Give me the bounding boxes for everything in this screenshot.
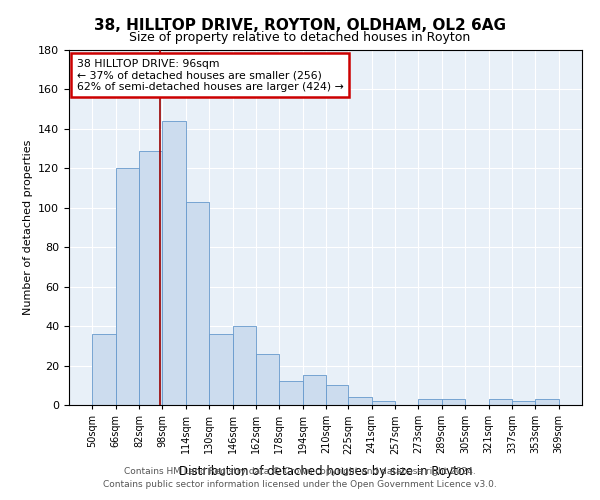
Bar xyxy=(442,399,465,405)
Y-axis label: Number of detached properties: Number of detached properties xyxy=(23,140,32,315)
Bar xyxy=(535,399,559,405)
Text: Size of property relative to detached houses in Royton: Size of property relative to detached ho… xyxy=(130,31,470,44)
Bar xyxy=(233,326,256,405)
Text: 38 HILLTOP DRIVE: 96sqm
← 37% of detached houses are smaller (256)
62% of semi-d: 38 HILLTOP DRIVE: 96sqm ← 37% of detache… xyxy=(77,59,343,92)
Bar xyxy=(139,150,163,405)
Bar xyxy=(303,376,326,405)
Bar xyxy=(116,168,139,405)
Bar xyxy=(512,401,535,405)
Bar xyxy=(256,354,280,405)
Bar xyxy=(92,334,116,405)
X-axis label: Distribution of detached houses by size in Royton: Distribution of detached houses by size … xyxy=(179,464,472,477)
Bar xyxy=(280,382,303,405)
Bar xyxy=(348,397,371,405)
Bar xyxy=(186,202,209,405)
Bar xyxy=(371,401,395,405)
Text: 38, HILLTOP DRIVE, ROYTON, OLDHAM, OL2 6AG: 38, HILLTOP DRIVE, ROYTON, OLDHAM, OL2 6… xyxy=(94,18,506,32)
Text: Contains HM Land Registry data © Crown copyright and database right 2024.
Contai: Contains HM Land Registry data © Crown c… xyxy=(103,468,497,489)
Bar xyxy=(326,386,348,405)
Bar xyxy=(488,399,512,405)
Bar xyxy=(163,121,186,405)
Bar xyxy=(209,334,233,405)
Bar xyxy=(418,399,442,405)
